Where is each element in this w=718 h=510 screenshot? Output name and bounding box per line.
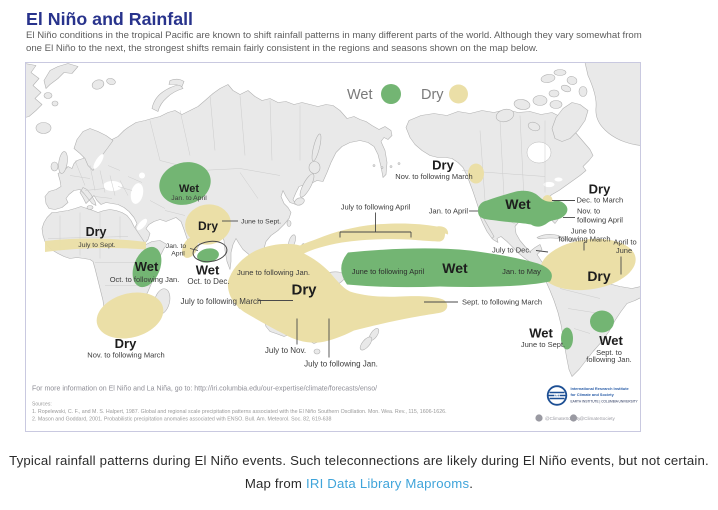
svg-text:Dry: Dry <box>589 182 611 197</box>
svg-text:Jan. to April: Jan. to April <box>171 195 207 202</box>
svg-text:2. Mason and Goddard, 2001. Pr: 2. Mason and Goddard, 2001. Probabilisti… <box>32 417 331 423</box>
svg-text:July to Dec.: July to Dec. <box>492 246 531 255</box>
svg-text:@ClimateSociety: @ClimateSociety <box>580 416 616 421</box>
svg-text:Nov. to: Nov. to <box>577 207 600 216</box>
svg-text:Wet: Wet <box>529 326 553 341</box>
svg-text:Oct. to Dec.: Oct. to Dec. <box>187 277 229 286</box>
svg-text:Nov. to following March: Nov. to following March <box>87 351 164 360</box>
svg-text:For more information on El Niñ: For more information on El Niño and La N… <box>32 386 377 393</box>
svg-text:Dry: Dry <box>86 225 107 239</box>
svg-text:following March: following March <box>558 235 610 244</box>
svg-text:July to Sept.: July to Sept. <box>78 242 116 249</box>
svg-text:Sept. to: Sept. to <box>596 348 622 357</box>
svg-text:April: April <box>171 251 185 258</box>
svg-text:July to following April: July to following April <box>341 203 411 212</box>
svg-text:Wet: Wet <box>135 259 159 274</box>
svg-text:June to Sept.: June to Sept. <box>241 219 281 226</box>
svg-text:June to: June to <box>571 227 596 236</box>
svg-text:Sept. to following March: Sept. to following March <box>462 298 542 307</box>
svg-text:Jan. to April: Jan. to April <box>429 207 469 216</box>
svg-text:@ClimateSociety: @ClimateSociety <box>545 416 581 421</box>
svg-text:1. Ropelewski, C. F., and M. S: 1. Ropelewski, C. F., and M. S. Halpert,… <box>32 409 447 415</box>
svg-text:Jan. to: Jan. to <box>166 243 187 250</box>
svg-text:Wet: Wet <box>196 263 220 278</box>
svg-text:Wet: Wet <box>442 260 468 276</box>
svg-text:International Research Institu: International Research Institute <box>571 386 630 391</box>
svg-text:June to following April: June to following April <box>352 267 425 276</box>
svg-text:April to: April to <box>613 238 636 247</box>
svg-text:July to following Jan.: July to following Jan. <box>304 360 378 369</box>
svg-text:Dry: Dry <box>432 158 454 173</box>
svg-text:Dry: Dry <box>198 219 218 233</box>
svg-text:June: June <box>616 246 632 255</box>
svg-text:Dec. to March: Dec. to March <box>577 196 624 205</box>
svg-text:following April: following April <box>577 216 623 225</box>
svg-text:July to Nov.: July to Nov. <box>265 346 306 355</box>
svg-text:Wet: Wet <box>179 183 199 195</box>
svg-text:following Jan.: following Jan. <box>586 355 631 364</box>
svg-text:for Climate and Society: for Climate and Society <box>571 392 615 397</box>
svg-text:Wet: Wet <box>347 87 373 103</box>
svg-text:Nov. to following March: Nov. to following March <box>395 172 472 181</box>
svg-text:Dry: Dry <box>421 87 444 103</box>
svg-text:Jan. to May: Jan. to May <box>502 267 541 276</box>
svg-text:Sources:: Sources: <box>32 402 52 408</box>
svg-text:EARTH INSTITUTE | COLUMBIA UNI: EARTH INSTITUTE | COLUMBIA UNIVERSITY <box>571 400 639 404</box>
svg-text:June to Sept.: June to Sept. <box>521 340 565 349</box>
svg-text:Dry: Dry <box>291 282 317 299</box>
svg-text:Oct. to following Jan.: Oct. to following Jan. <box>110 275 180 284</box>
svg-text:July to following March: July to following March <box>181 297 262 306</box>
svg-text:IRI: IRI <box>554 393 560 398</box>
svg-text:Wet: Wet <box>505 196 531 212</box>
svg-text:Dry: Dry <box>587 268 611 284</box>
svg-text:Dry: Dry <box>115 336 137 351</box>
svg-text:Wet: Wet <box>599 333 623 348</box>
svg-text:June to following Jan.: June to following Jan. <box>237 268 310 277</box>
